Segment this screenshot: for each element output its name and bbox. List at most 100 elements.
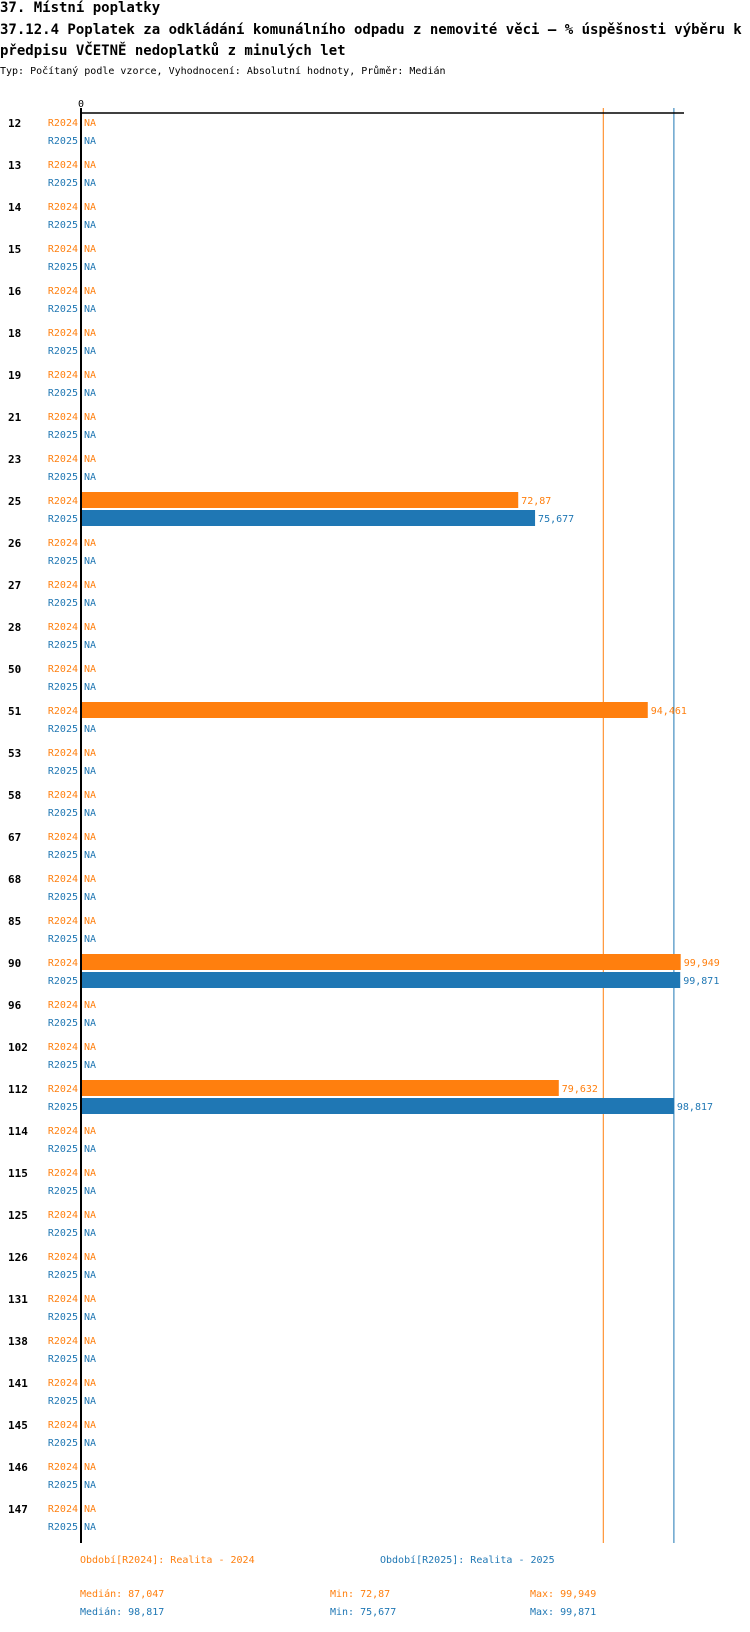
category-label: 18 bbox=[8, 327, 21, 340]
series-label: R2024 bbox=[48, 1042, 78, 1053]
na-label: NA bbox=[84, 892, 96, 903]
series-label: R2025 bbox=[48, 976, 78, 987]
na-label: NA bbox=[84, 1462, 96, 1473]
na-label: NA bbox=[84, 556, 96, 567]
na-label: NA bbox=[84, 370, 96, 381]
na-label: NA bbox=[84, 1018, 96, 1029]
bar-r2024-51 bbox=[81, 702, 648, 718]
series-label: R2024 bbox=[48, 160, 78, 171]
na-label: NA bbox=[84, 304, 96, 315]
legend-r2024: Období[R2024]: Realita - 2024 bbox=[80, 1555, 255, 1566]
bar-r2024-112 bbox=[81, 1080, 559, 1096]
category-label: 28 bbox=[8, 621, 21, 634]
category-label: 58 bbox=[8, 789, 21, 802]
series-label: R2025 bbox=[48, 1522, 78, 1533]
series-label: R2025 bbox=[48, 1102, 78, 1113]
series-label: R2024 bbox=[48, 1294, 78, 1305]
category-label: 15 bbox=[8, 243, 21, 256]
series-label: R2024 bbox=[48, 1252, 78, 1263]
series-label: R2024 bbox=[48, 1336, 78, 1347]
series-label: R2025 bbox=[48, 1480, 78, 1491]
series-label: R2025 bbox=[48, 388, 78, 399]
category-label: 141 bbox=[8, 1377, 28, 1390]
series-label: R2024 bbox=[48, 874, 78, 885]
series-label: R2025 bbox=[48, 808, 78, 819]
series-label: R2025 bbox=[48, 934, 78, 945]
na-label: NA bbox=[84, 622, 96, 633]
category-label: 102 bbox=[8, 1041, 28, 1054]
na-label: NA bbox=[84, 1522, 96, 1533]
series-label: R2024 bbox=[48, 958, 78, 969]
bar-r2024-25 bbox=[81, 492, 519, 508]
series-label: R2024 bbox=[48, 916, 78, 927]
series-label: R2024 bbox=[48, 412, 78, 423]
series-label: R2025 bbox=[48, 430, 78, 441]
series-label: R2025 bbox=[48, 1144, 78, 1155]
na-label: NA bbox=[84, 1252, 96, 1263]
na-label: NA bbox=[84, 538, 96, 549]
series-label: R2024 bbox=[48, 580, 78, 591]
series-label: R2025 bbox=[48, 724, 78, 735]
category-label: 13 bbox=[8, 159, 21, 172]
na-label: NA bbox=[84, 328, 96, 339]
na-label: NA bbox=[84, 118, 96, 129]
series-label: R2024 bbox=[48, 118, 78, 129]
series-label: R2025 bbox=[48, 304, 78, 315]
chart-title: 37.12.4 Poplatek za odkládání komunálníh… bbox=[0, 22, 742, 59]
na-label: NA bbox=[84, 412, 96, 423]
value-label: 72,87 bbox=[521, 496, 551, 507]
na-label: NA bbox=[84, 832, 96, 843]
na-label: NA bbox=[84, 262, 96, 273]
na-label: NA bbox=[84, 598, 96, 609]
na-label: NA bbox=[84, 1312, 96, 1323]
na-label: NA bbox=[84, 640, 96, 651]
category-label: 19 bbox=[8, 369, 21, 382]
na-label: NA bbox=[84, 748, 96, 759]
na-label: NA bbox=[84, 1126, 96, 1137]
category-label: 115 bbox=[8, 1167, 28, 1180]
category-label: 96 bbox=[8, 999, 22, 1012]
category-label: 21 bbox=[8, 411, 22, 424]
series-label: R2024 bbox=[48, 1168, 78, 1179]
series-label: R2025 bbox=[48, 220, 78, 231]
na-label: NA bbox=[84, 766, 96, 777]
series-label: R2024 bbox=[48, 1000, 78, 1011]
series-label: R2024 bbox=[48, 832, 78, 843]
x-axis-zero-tick: 0 bbox=[78, 99, 84, 110]
series-label: R2025 bbox=[48, 1186, 78, 1197]
na-label: NA bbox=[84, 1000, 96, 1011]
series-label: R2025 bbox=[48, 556, 78, 567]
chart-subtitle: Typ: Počítaný podle vzorce, Vyhodnocení:… bbox=[0, 66, 446, 77]
series-label: R2024 bbox=[48, 664, 78, 675]
min-r2025: Min: 75,677 bbox=[330, 1607, 397, 1618]
category-label: 25 bbox=[8, 495, 21, 508]
na-label: NA bbox=[84, 934, 96, 945]
series-label: R2025 bbox=[48, 262, 78, 273]
na-label: NA bbox=[84, 1438, 96, 1449]
series-label: R2024 bbox=[48, 1126, 78, 1137]
series-label: R2024 bbox=[48, 328, 78, 339]
na-label: NA bbox=[84, 850, 96, 861]
na-label: NA bbox=[84, 1396, 96, 1407]
na-label: NA bbox=[84, 790, 96, 801]
na-label: NA bbox=[84, 1168, 96, 1179]
category-label: 51 bbox=[8, 705, 22, 718]
category-label: 90 bbox=[8, 957, 21, 970]
na-label: NA bbox=[84, 1144, 96, 1155]
series-label: R2025 bbox=[48, 1270, 78, 1281]
na-label: NA bbox=[84, 874, 96, 885]
series-label: R2025 bbox=[48, 850, 78, 861]
na-label: NA bbox=[84, 136, 96, 147]
na-label: NA bbox=[84, 430, 96, 441]
na-label: NA bbox=[84, 682, 96, 693]
na-label: NA bbox=[84, 1354, 96, 1365]
series-label: R2024 bbox=[48, 790, 78, 801]
category-label: 23 bbox=[8, 453, 21, 466]
category-label: 131 bbox=[8, 1293, 28, 1306]
bar-r2025-25 bbox=[81, 510, 536, 526]
median-r2024: Medián: 87,047 bbox=[80, 1589, 165, 1600]
series-label: R2025 bbox=[48, 1354, 78, 1365]
series-label: R2025 bbox=[48, 640, 78, 651]
category-label: 53 bbox=[8, 747, 21, 760]
bar-r2025-112 bbox=[81, 1098, 674, 1114]
